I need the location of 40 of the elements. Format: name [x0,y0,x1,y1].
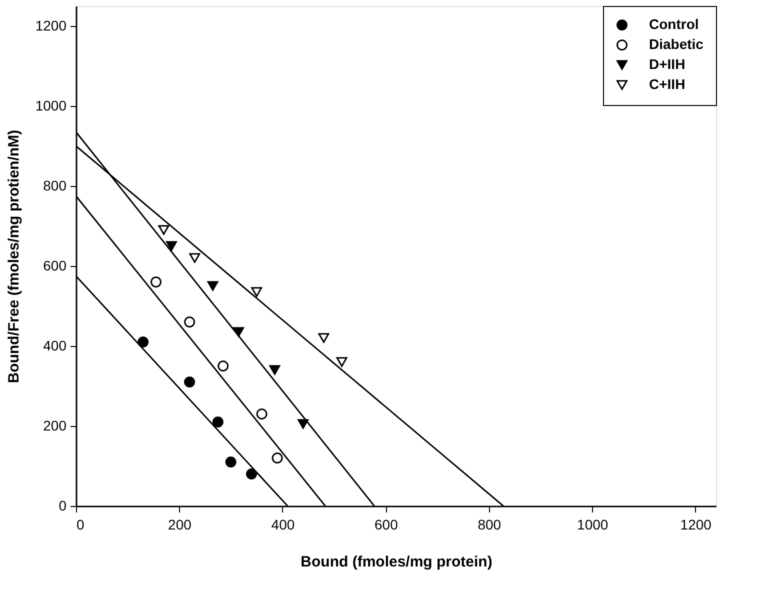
point [272,452,283,464]
y-tick-label: 0 [58,498,67,514]
x-tick-label: 400 [271,516,295,532]
y-tick-label: 600 [43,258,67,274]
y-tick-label: 1000 [35,98,67,114]
legend-label: Control [649,16,699,32]
point [166,241,177,251]
x-axis-title: Bound (fmoles/mg protein) [300,554,492,570]
y-axis-title: Bound/Free (fmoles/mg protien/nM) [5,130,22,384]
y-tick-label: 800 [43,178,67,194]
point [246,468,257,480]
point [184,376,196,388]
y-tick-label: 400 [43,338,67,354]
point [225,456,236,468]
point [138,336,149,348]
y-tick-label: 1200 [35,18,67,34]
x-tick-label: 600 [374,516,398,532]
point [218,360,229,372]
legend-label: C+IIH [649,76,686,92]
legend-label: D+IIH [649,56,686,72]
point [158,225,170,235]
point [269,365,280,375]
point [298,419,309,429]
point [256,408,268,420]
x-tick-label: 0 [76,516,84,532]
point [233,327,244,337]
point [184,316,196,328]
point [212,416,224,428]
x-tick-label: 1200 [680,516,712,532]
point [336,357,348,367]
x-tick-label: 800 [478,516,502,532]
legend-label: Diabetic [649,36,704,52]
point [189,253,200,263]
y-tick-label: 200 [43,418,67,434]
point [207,281,218,291]
x-tick-label: 1000 [577,516,608,532]
point [150,276,162,288]
point [318,333,330,343]
point [251,287,262,297]
x-tick-label: 200 [168,516,192,532]
